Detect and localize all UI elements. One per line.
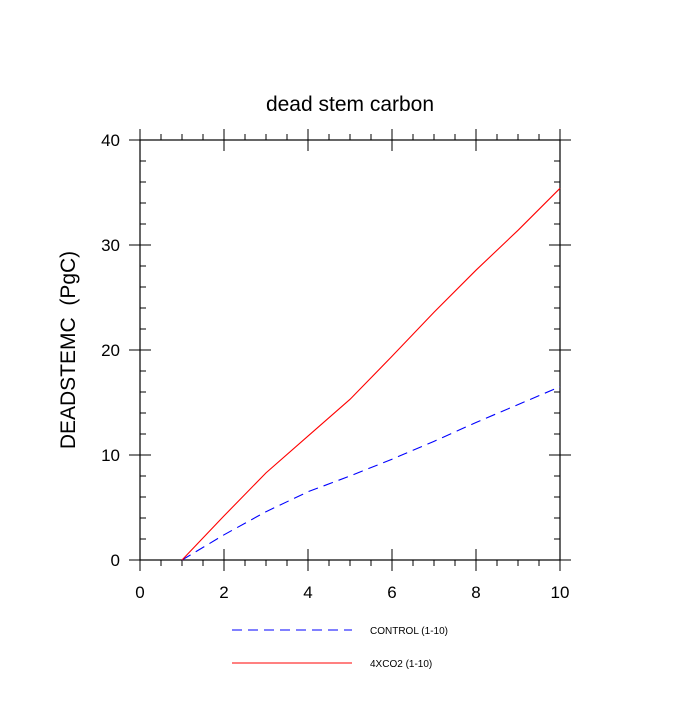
x-tick-label: 10 [551, 583, 570, 602]
x-tick-label: 4 [303, 583, 312, 602]
plot-frame [139, 139, 561, 561]
y-tick-label: 10 [101, 446, 120, 465]
legend-label: CONTROL (1-10) [370, 626, 448, 637]
legend: CONTROL (1-10) 4XCO2 (1-10) [232, 626, 448, 670]
y-tick-label: 0 [111, 551, 120, 570]
y-tick-label: 30 [101, 236, 120, 255]
chart-title: dead stem carbon [266, 93, 434, 116]
x-tick-label: 2 [219, 583, 228, 602]
plot-area: 0 2 4 6 8 10 0 10 20 30 40 [101, 129, 571, 602]
y-axis-label: DEADSTEMC (PgC) [57, 251, 80, 449]
legend-label: 4XCO2 (1-10) [370, 659, 432, 670]
y-tick-label: 40 [101, 131, 120, 150]
series-line-control [181, 386, 561, 561]
series-line-4xco2 [181, 187, 561, 561]
y-tick-label: 20 [101, 341, 120, 360]
x-tick-label: 8 [471, 583, 480, 602]
x-tick-label: 0 [135, 583, 144, 602]
x-tick-label: 6 [387, 583, 396, 602]
